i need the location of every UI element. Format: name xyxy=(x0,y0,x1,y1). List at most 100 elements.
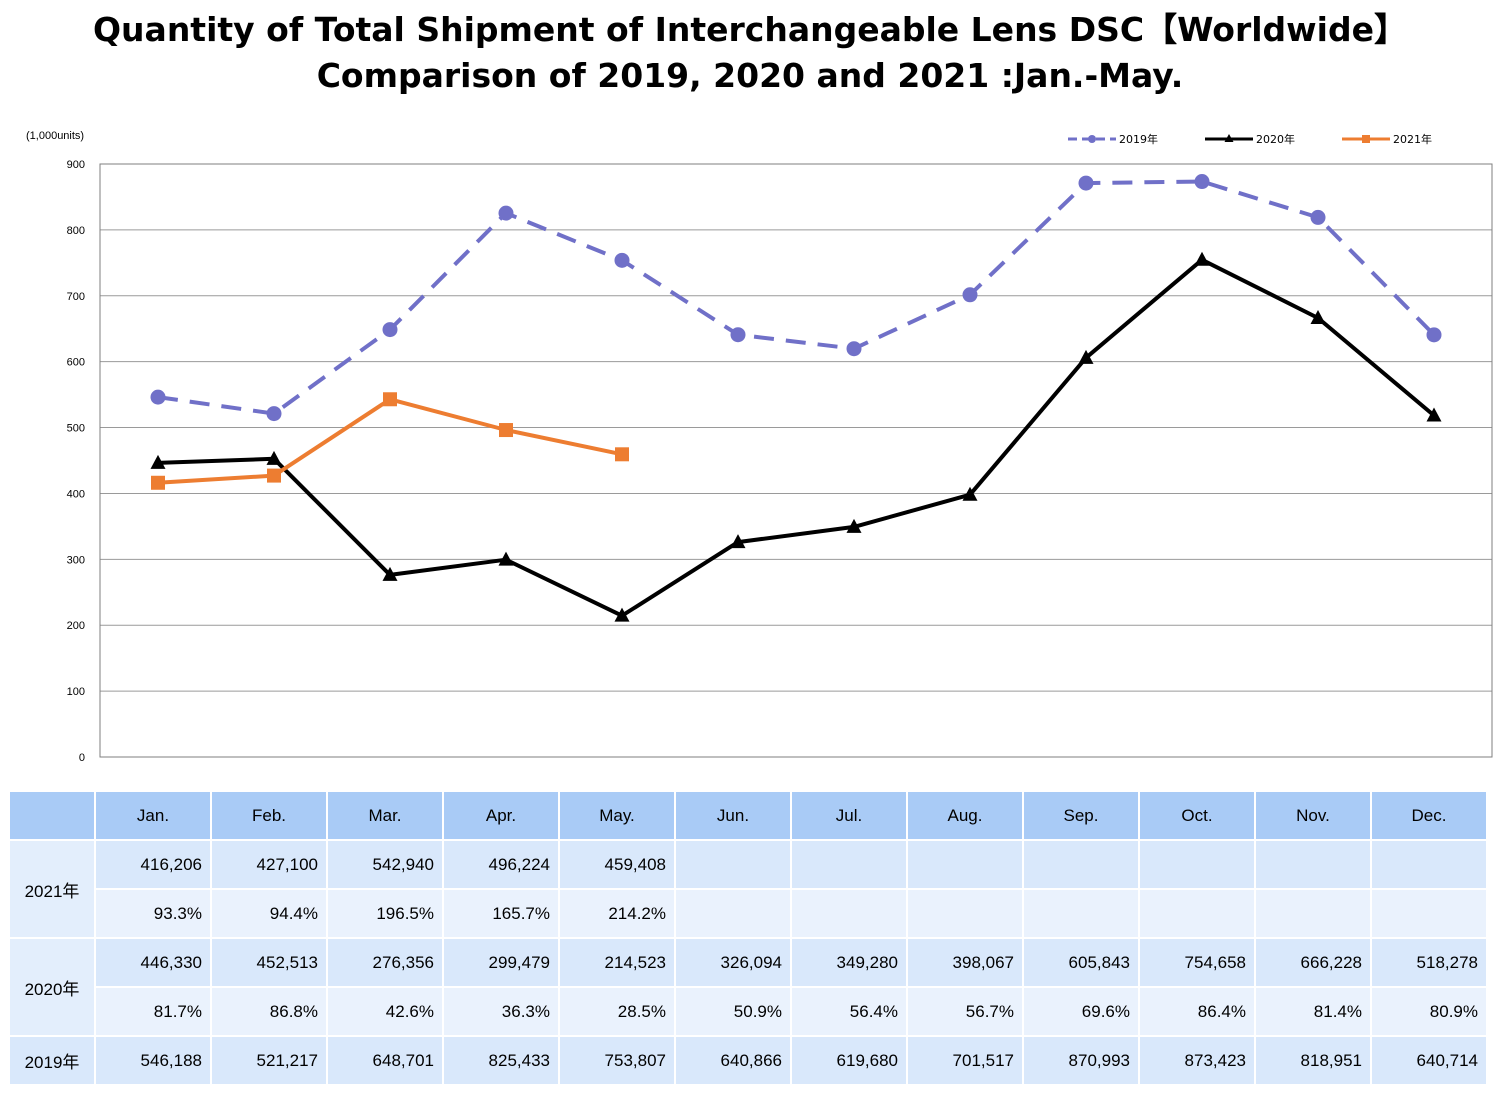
data-point xyxy=(151,475,165,490)
data-point xyxy=(266,450,282,465)
y-tick-label: 300 xyxy=(67,554,85,566)
data-point xyxy=(150,454,166,469)
y-tick-label: 200 xyxy=(67,620,85,632)
row-year-label: 2019年 xyxy=(8,1035,96,1086)
percent-cell: 69.6% xyxy=(1022,986,1140,1037)
units-cell: 349,280 xyxy=(790,937,908,988)
units-cell: 398,067 xyxy=(906,937,1024,988)
data-point xyxy=(962,486,978,501)
data-point xyxy=(1078,175,1094,191)
percent-cell: 86.4% xyxy=(1138,986,1256,1037)
data-point xyxy=(383,392,397,407)
y-tick-label: 900 xyxy=(67,159,85,171)
units-cell: 446,330 xyxy=(94,937,212,988)
units-cell: 326,094 xyxy=(674,937,792,988)
table-header-row: Jan. Feb. Mar. Apr. May. Jun. Jul. Aug. Sep. Oct.… xyxy=(8,790,1488,841)
percent-cell: 81.4% xyxy=(1254,986,1372,1037)
units-cell: 416,206 xyxy=(94,839,212,890)
units-cell: 701,517 xyxy=(906,1035,1024,1086)
data-point xyxy=(846,341,862,357)
percent-cell: 196.5% xyxy=(326,888,444,939)
legend-label: 2019年 xyxy=(1119,132,1158,146)
percent-cell: 56.7% xyxy=(906,986,1024,1037)
data-point xyxy=(1194,174,1210,190)
data-point xyxy=(1310,310,1326,325)
data-point xyxy=(266,406,282,422)
table-corner-cell xyxy=(8,790,96,841)
month-header: Jul. xyxy=(790,790,908,841)
month-header: Apr. xyxy=(442,790,560,841)
month-header: Jun. xyxy=(674,790,792,841)
data-point xyxy=(962,287,978,303)
month-header: Feb. xyxy=(210,790,328,841)
percent-cell xyxy=(906,888,1024,939)
legend-label: 2020年 xyxy=(1256,132,1295,146)
chart-title-line-1: Quantity of Total Shipment of Interchang… xyxy=(93,10,1407,49)
percent-cell xyxy=(1370,888,1488,939)
series-2020年 xyxy=(150,251,1442,622)
units-cell: 546,188 xyxy=(94,1035,212,1086)
y-tick-label: 0 xyxy=(79,752,85,764)
unit-label: (1,000units) xyxy=(26,130,85,142)
month-header: May. xyxy=(558,790,676,841)
month-header: Aug. xyxy=(906,790,1024,841)
percent-cell: 28.5% xyxy=(558,986,676,1037)
series-line xyxy=(157,397,623,485)
units-cell: 459,408 xyxy=(558,839,676,890)
data-point xyxy=(499,423,513,438)
row-year-label: 2020年 xyxy=(8,937,96,1037)
y-tick-label: 400 xyxy=(67,488,85,500)
series-2021年 xyxy=(151,392,629,490)
y-tick-label: 500 xyxy=(67,423,85,435)
data-point xyxy=(846,518,862,533)
percent-cell: 94.4% xyxy=(210,888,328,939)
month-header: Sep. xyxy=(1022,790,1140,841)
percent-cell: 50.9% xyxy=(674,986,792,1037)
data-point xyxy=(150,389,166,405)
data-point xyxy=(1426,327,1442,343)
series-line xyxy=(157,257,1436,618)
units-cell: 427,100 xyxy=(210,839,328,890)
units-cell: 648,701 xyxy=(326,1035,444,1086)
percent-cell: 214.2% xyxy=(558,888,676,939)
percent-cell xyxy=(1254,888,1372,939)
percent-cell xyxy=(790,888,908,939)
data-point xyxy=(1078,349,1094,364)
units-cell: 666,228 xyxy=(1254,937,1372,988)
legend-marker xyxy=(1362,135,1370,143)
data-point xyxy=(615,447,629,462)
legend-marker xyxy=(1224,134,1234,142)
chart-title-line-2: Comparison of 2019, 2020 and 2021 :Jan.-… xyxy=(316,56,1184,95)
units-cell: 818,951 xyxy=(1254,1035,1372,1086)
units-cell: 640,714 xyxy=(1370,1035,1488,1086)
legend-item: 2021年 xyxy=(1342,132,1432,146)
units-cell xyxy=(906,839,1024,890)
units-cell xyxy=(1138,839,1256,890)
units-cell: 825,433 xyxy=(442,1035,560,1086)
month-header: Oct. xyxy=(1138,790,1256,841)
series-line xyxy=(157,179,1436,416)
table-row: 81.7% 86.8% 42.6% 36.3% 28.5% 50.9% 56.4% 56.7%… xyxy=(9,986,1488,1037)
units-cell: 518,278 xyxy=(1370,937,1488,988)
data-point xyxy=(614,607,630,622)
percent-cell: 56.4% xyxy=(790,986,908,1037)
plot-area xyxy=(99,163,1493,758)
y-tick-label: 700 xyxy=(67,291,85,303)
percent-cell: 165.7% xyxy=(442,888,560,939)
legend-item: 2020年 xyxy=(1205,132,1295,146)
data-point xyxy=(1194,251,1210,266)
units-cell: 542,940 xyxy=(326,839,444,890)
percent-cell: 93.3% xyxy=(94,888,212,939)
units-cell: 521,217 xyxy=(210,1035,328,1086)
table-row: 2019年 546,188 521,217 648,701 825,433 753,807… xyxy=(8,1035,1488,1086)
y-tick-label: 600 xyxy=(67,357,85,369)
data-point xyxy=(1310,209,1326,225)
percent-cell: 86.8% xyxy=(210,986,328,1037)
percent-cell xyxy=(674,888,792,939)
table-row: 2021年 416,206 427,100 542,940 496,224 459,408 xyxy=(8,839,1488,939)
percent-cell xyxy=(1022,888,1140,939)
month-header: Mar. xyxy=(326,790,444,841)
data-point xyxy=(730,327,746,343)
data-point xyxy=(382,566,398,581)
data-point xyxy=(730,534,746,549)
